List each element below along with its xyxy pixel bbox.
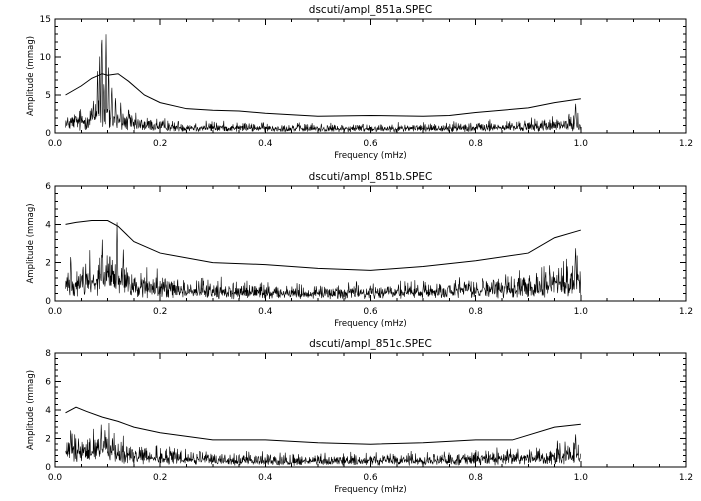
chart-title: dscuti/ampl_851a.SPEC	[309, 4, 432, 16]
x-tick-label: 0.6	[363, 139, 378, 149]
y-tick-label: 0	[45, 463, 51, 473]
x-axis: 0.0 0.2 0.4 0.6 0.8 1.0 1.2	[48, 19, 693, 149]
x-tick-label: 0.0	[48, 307, 63, 317]
chart-title: dscuti/ampl_851b.SPEC	[309, 171, 433, 183]
y-axis: 0 2 4 6	[45, 182, 686, 307]
x-tick-label: 1.2	[679, 473, 693, 483]
y-axis-label: Amplitude (mmag)	[26, 36, 36, 116]
y-tick-label: 6	[45, 182, 51, 192]
y-tick-label: 6	[45, 378, 51, 388]
amplitude-spectrum-series	[65, 34, 582, 133]
x-tick-label: 0.2	[153, 139, 167, 149]
y-axis-label: Amplitude (mmag)	[26, 203, 36, 283]
y-axis: 0 2 4 6 8	[45, 349, 686, 473]
y-tick-label: 10	[40, 53, 52, 63]
x-tick-label: 1.2	[679, 307, 693, 317]
x-tick-label: 0.2	[153, 473, 167, 483]
x-axis-label: Frequency (mHz)	[334, 485, 406, 495]
chart-title: dscuti/ampl_851c.SPEC	[309, 338, 432, 350]
x-tick-label: 0.4	[258, 139, 273, 149]
x-tick-label: 0.8	[469, 139, 484, 149]
y-tick-label: 0	[45, 129, 51, 139]
x-tick-label: 0.0	[48, 139, 63, 149]
significance-envelope-series	[65, 220, 581, 271]
x-tick-label: 0.8	[469, 307, 484, 317]
y-tick-label: 2	[45, 259, 51, 269]
y-tick-label: 0	[45, 297, 51, 307]
significance-envelope-series	[65, 73, 581, 117]
x-tick-label: 0.6	[363, 473, 378, 483]
x-tick-label: 1.0	[574, 307, 589, 317]
x-tick-label: 1.0	[574, 473, 589, 483]
x-axis-label: Frequency (mHz)	[334, 151, 406, 161]
amplitude-spectrum-series	[65, 422, 582, 466]
chart-panel-1: dscuti/ampl_851a.SPEC 0.0 0.2 0.4 0.6 0.8 1.0 1…	[26, 4, 693, 161]
chart-panel-3: dscuti/ampl_851c.SPEC 0.0 0.2 0.4 0.6 0.8 1.0 1…	[26, 338, 693, 495]
x-tick-label: 0.6	[363, 307, 378, 317]
x-axis: 0.0 0.2 0.4 0.6 0.8 1.0 1.2	[48, 353, 693, 483]
x-tick-label: 0.8	[469, 473, 484, 483]
x-axis-label: Frequency (mHz)	[334, 319, 406, 329]
x-axis: 0.0 0.2 0.4 0.6 0.8 1.0 1.2	[48, 186, 693, 317]
amplitude-spectrum-series	[65, 222, 582, 300]
y-axis: 0 5 10 15	[40, 15, 686, 139]
significance-envelope-series	[65, 406, 581, 445]
x-tick-label: 0.4	[258, 307, 273, 317]
y-axis-label: Amplitude (mmag)	[26, 370, 36, 450]
y-tick-label: 15	[40, 15, 51, 25]
y-tick-label: 4	[45, 406, 51, 416]
y-tick-label: 2	[45, 435, 51, 445]
x-tick-label: 0.4	[258, 473, 273, 483]
x-tick-label: 1.0	[574, 139, 589, 149]
y-tick-label: 5	[45, 91, 51, 101]
x-tick-label: 0.2	[153, 307, 167, 317]
panels: dscuti/ampl_851a.SPEC 0.0 0.2 0.4 0.6 0.8 1.0 1…	[26, 4, 693, 495]
chart-panel-2: dscuti/ampl_851b.SPEC 0.0 0.2 0.4 0.6 0.8 1.0 1…	[26, 171, 693, 329]
y-tick-label: 8	[45, 349, 51, 359]
x-tick-label: 0.0	[48, 473, 63, 483]
y-tick-label: 4	[45, 220, 51, 230]
x-tick-label: 1.2	[679, 139, 693, 149]
